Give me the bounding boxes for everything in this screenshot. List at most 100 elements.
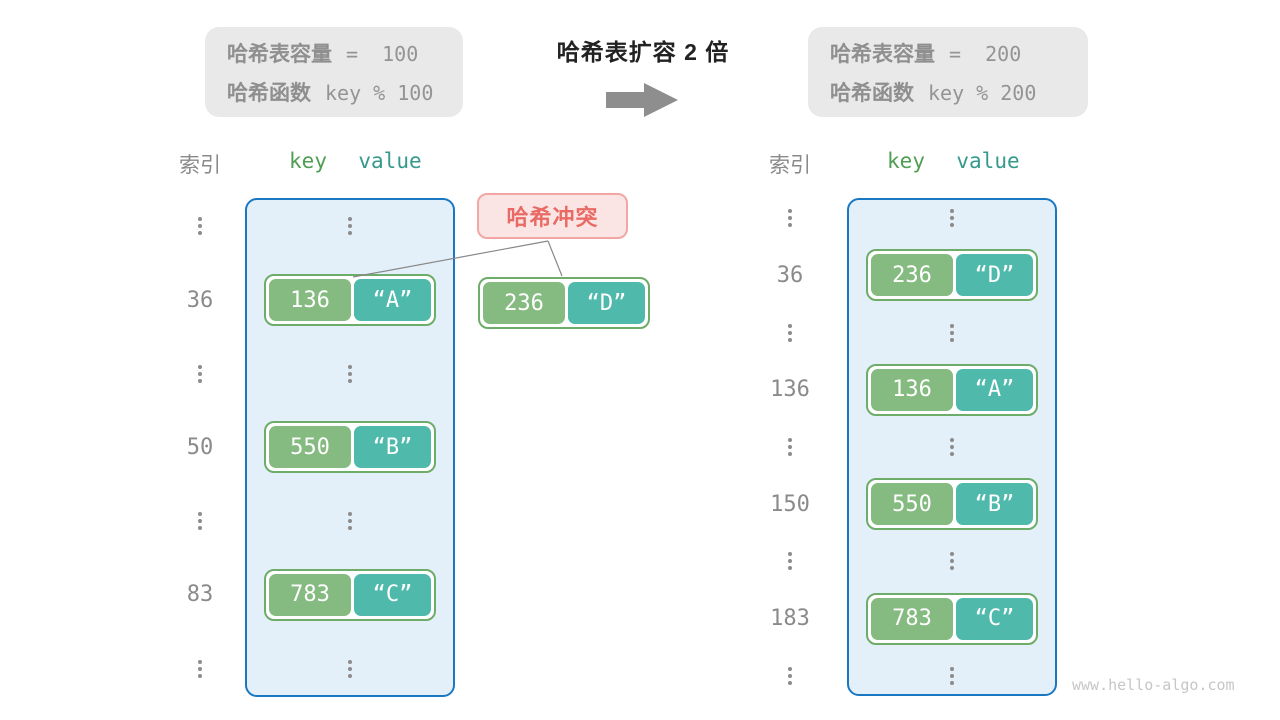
right-index-header: 索引 [769,154,811,177]
hash-function-expr: key % 100 [325,80,434,105]
ellipsis-dots [950,437,954,456]
bucket-dots [847,209,1057,228]
ellipsis-dots [198,659,202,678]
value-box: “D” [956,254,1033,297]
index-label: 36 [186,287,214,313]
ellipsis-dots [198,217,202,236]
table-row [753,437,1057,456]
colliding-pair: 236 “D” [478,277,650,329]
key-value-pair: 550 “B” [866,478,1038,531]
left-value-header: value [358,149,422,173]
index-dots [753,437,827,456]
watermark: www.hello-algo.com [1072,676,1235,694]
key-value-pair: 136 “A” [264,274,436,327]
bucket-dots [847,323,1057,342]
index-label: 150 [770,491,810,517]
info-box-capacity-200: 哈希表容量 = 200 哈希函数 key % 200 [808,27,1088,117]
ellipsis-dots [950,209,954,228]
left-index-header: 索引 [179,154,221,177]
ellipsis-dots [788,209,792,228]
bucket-dots [245,217,455,236]
key-box: 236 [483,282,565,324]
key-box: 783 [269,573,351,616]
value-box: “A” [354,279,431,322]
index-dots [163,659,237,678]
table-row [753,666,1057,685]
hash-function-line: 哈希函数 key % 200 [830,77,1088,107]
key-value-pair: 236 “D” [866,249,1038,302]
key-value-pair: 550 “B” [264,421,436,474]
value-box: “D” [568,282,645,324]
key-value-pair: 236 “D” [478,277,650,329]
index-dots [753,552,827,571]
key-value-pair: 136 “A” [866,363,1038,416]
hash-function-line: 哈希函数 key % 100 [227,77,463,107]
index-label: 36 [776,262,804,288]
table-row [163,364,455,383]
table-row: 36 136 “A” [163,274,455,327]
table-row: 50 550 “B” [163,421,455,474]
left-table-rows: 36 136 “A” 50 550 “B” [163,198,455,697]
ellipsis-dots [950,666,954,685]
ellipsis-dots [348,512,352,531]
value-box: “C” [956,597,1033,640]
index-label: 83 [186,582,214,608]
table-row [163,659,455,678]
hash-function-expr: key % 200 [928,80,1037,105]
value-box: “B” [956,483,1033,526]
index-dots [753,323,827,342]
right-value-header: value [956,149,1020,173]
key-value-pair: 783 “C” [264,568,436,621]
ellipsis-dots [348,364,352,383]
table-row: 36 236 “D” [753,249,1057,302]
ellipsis-dots [950,323,954,342]
ellipsis-dots [788,323,792,342]
capacity-label: 哈希表容量 [227,42,332,66]
value-box: “B” [354,426,431,469]
table-row [753,209,1057,228]
key-box: 550 [871,483,953,526]
capacity-line: 哈希表容量 = 100 [227,38,463,68]
capacity-value: = 100 [346,41,419,66]
key-box: 136 [871,368,953,411]
key-box: 550 [269,426,351,469]
bucket-dots [847,437,1057,456]
ellipsis-dots [788,666,792,685]
ellipsis-dots [348,659,352,678]
info-box-capacity-100: 哈希表容量 = 100 哈希函数 key % 100 [205,27,463,117]
bucket-dots [245,659,455,678]
table-row: 150 550 “B” [753,478,1057,531]
ellipsis-dots [348,217,352,236]
table-row: 83 783 “C” [163,568,455,621]
right-key-header: key [887,149,925,173]
index-label: 136 [770,377,810,403]
index-label: 50 [186,434,214,460]
index-dots [753,209,827,228]
left-key-header: key [289,149,327,173]
ellipsis-dots [788,552,792,571]
bucket-dots [847,552,1057,571]
ellipsis-dots [198,512,202,531]
index-dots [163,364,237,383]
bucket-dots [245,364,455,383]
hash-function-label: 哈希函数 [227,81,311,105]
index-dots [163,512,237,531]
expand-title: 哈希表扩容 2 倍 [556,39,730,65]
table-row [753,323,1057,342]
bucket-dots [245,512,455,531]
right-table-rows: 36 236 “D” 136 136 “A” [753,198,1057,696]
table-row [163,217,455,236]
value-box: “A” [956,368,1033,411]
capacity-value: = 200 [949,41,1022,66]
index-dots [163,217,237,236]
capacity-line: 哈希表容量 = 200 [830,38,1088,68]
key-box: 236 [871,254,953,297]
table-row: 136 136 “A” [753,363,1057,416]
table-row [753,552,1057,571]
ellipsis-dots [950,552,954,571]
right-arrow-icon [606,83,678,117]
hash-collision-badge: 哈希冲突 [477,193,628,239]
key-box: 783 [871,597,953,640]
table-row [163,512,455,531]
